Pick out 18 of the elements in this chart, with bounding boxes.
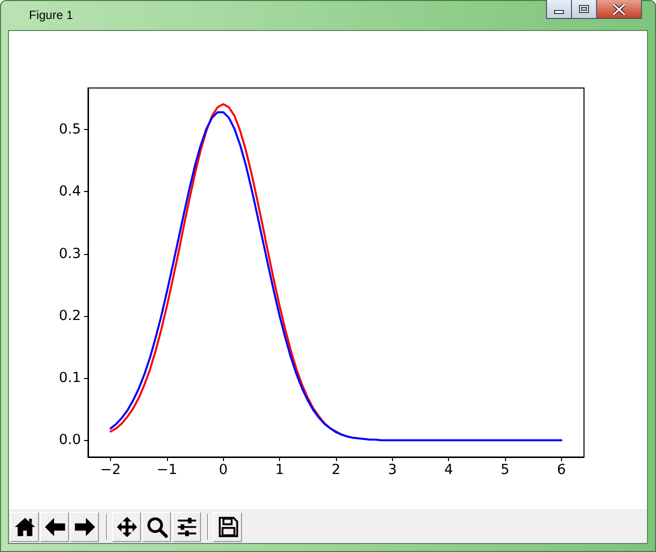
- y-tick-label: 0.2: [58, 308, 81, 324]
- y-tick-label: 0.5: [58, 122, 81, 138]
- x-tick-label: −1: [156, 462, 178, 478]
- x-tick-label: 4: [444, 462, 454, 478]
- y-tick-label: 0.1: [58, 370, 81, 386]
- y-tick-label: 0.3: [58, 246, 81, 262]
- y-tick-label: 0.4: [58, 184, 82, 200]
- x-tick-label: −2: [100, 462, 121, 478]
- x-tick-label: 3: [388, 462, 397, 478]
- x-tick-label: 6: [557, 462, 566, 478]
- x-tick-label: 1: [275, 462, 284, 478]
- x-tick-label: 2: [332, 462, 340, 478]
- y-tick-label: 0.0: [58, 432, 81, 448]
- x-tick-label: 5: [500, 462, 510, 478]
- line-series: [110, 111, 562, 442]
- chart-title: Figure 1: [29, 8, 74, 22]
- x-tick-label: 0: [218, 462, 228, 478]
- line-series: [110, 103, 343, 436]
